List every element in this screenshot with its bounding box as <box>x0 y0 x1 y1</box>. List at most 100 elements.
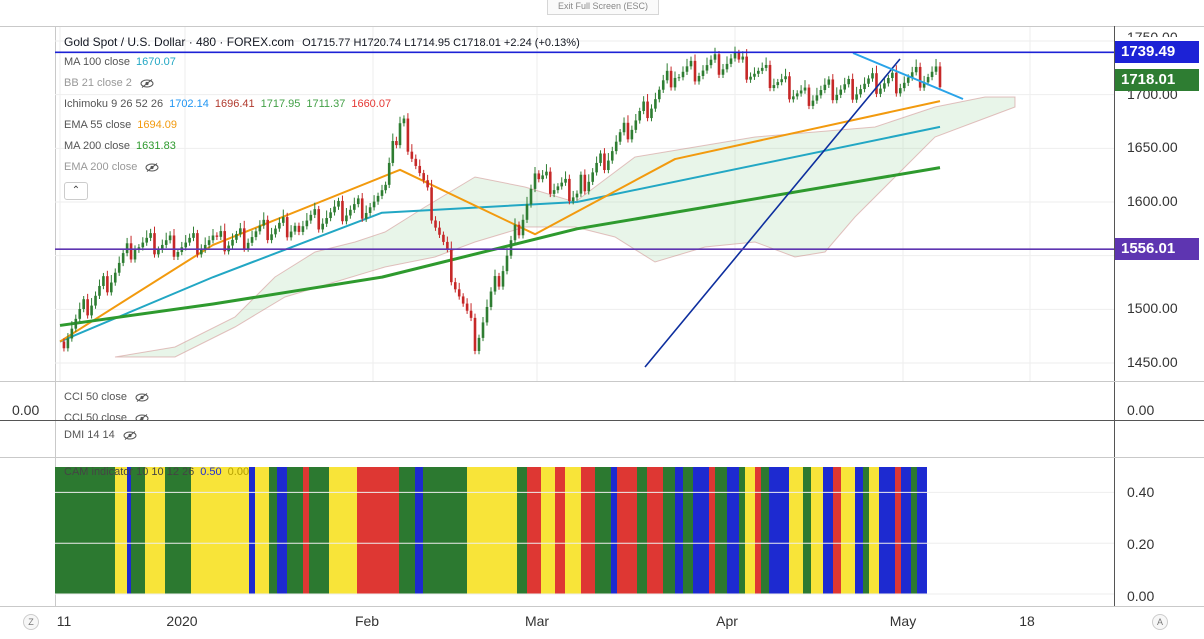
candle-body <box>176 252 180 257</box>
cam-bar-block <box>901 467 911 594</box>
cam-bar-block <box>541 467 555 594</box>
candle-body <box>914 66 918 73</box>
candle-body <box>250 237 254 243</box>
cam-value-1: 0.50 <box>200 466 222 478</box>
cam-bar-block <box>249 467 255 594</box>
candle-body <box>693 60 697 82</box>
cam-indicator-chart[interactable] <box>55 458 1114 606</box>
candle-body <box>481 322 485 338</box>
cci-label-2: CCI 50 close <box>64 412 127 420</box>
candle-body <box>172 235 176 257</box>
candle-body <box>827 79 831 85</box>
cam-label: CAM indicator 10 10 12 26 <box>64 466 195 478</box>
candle-body <box>630 129 634 140</box>
candle-body <box>807 87 811 106</box>
candle-body <box>289 231 293 238</box>
candle-body <box>129 243 133 260</box>
candle-body <box>568 178 571 202</box>
candle-body <box>364 212 368 219</box>
cam-bar-block <box>823 467 833 594</box>
legend-row[interactable]: MA 200 close 1631.83 <box>64 140 176 152</box>
price-tick: 1750.00 <box>1127 29 1178 37</box>
candle-body <box>141 242 145 248</box>
price-tick: 1600.00 <box>1127 193 1178 209</box>
cam-bar-block <box>255 467 269 594</box>
candle-body <box>78 309 82 319</box>
candle-body <box>360 198 364 219</box>
eye-hidden-icon[interactable] <box>123 430 137 440</box>
candle-body <box>776 82 780 86</box>
candle-body <box>317 209 321 230</box>
candle-body <box>422 173 425 181</box>
legend-row[interactable]: BB 21 close 2 <box>64 77 154 89</box>
candle-body <box>329 212 332 219</box>
zoom-reset-button[interactable]: Z <box>23 614 39 630</box>
time-tick: 2020 <box>166 613 198 629</box>
candle-body <box>66 338 70 349</box>
candle-body <box>368 207 372 213</box>
cam-bar-block <box>769 467 789 594</box>
cam-bar-block <box>811 467 823 594</box>
candle-body <box>591 172 594 182</box>
cam-bar-block <box>611 467 617 594</box>
legend-label: EMA 200 close <box>64 161 138 173</box>
auto-scale-button[interactable]: A <box>1152 614 1168 630</box>
collapse-legend-button[interactable]: ⌃ <box>64 182 88 200</box>
candle-body <box>235 234 238 240</box>
candle-body <box>898 88 902 94</box>
cam-tick-040: 0.40 <box>1127 484 1155 500</box>
eye-hidden-icon[interactable] <box>140 78 154 88</box>
candle-body <box>780 79 783 83</box>
candle-body <box>153 233 156 255</box>
candle-body <box>164 240 168 245</box>
candle-body <box>753 73 756 77</box>
candle-body <box>603 153 606 171</box>
candle-body <box>729 58 733 64</box>
cam-bar-block <box>115 467 127 594</box>
legend-row[interactable]: MA 100 close 1670.07 <box>64 56 176 68</box>
price-chart[interactable] <box>55 27 1114 381</box>
candle-body <box>650 108 653 119</box>
candle-body <box>575 193 579 198</box>
legend-row[interactable]: EMA 55 close 1694.09 <box>64 119 177 131</box>
candle-body <box>887 78 890 84</box>
symbol-title: Gold Spot / U.S. Dollar · 480 · FOREX.co… <box>64 35 295 49</box>
candle-body <box>525 204 529 220</box>
candle-body <box>434 220 437 228</box>
candle-body <box>607 160 610 171</box>
candle-body <box>188 237 191 243</box>
candle-body <box>262 219 266 226</box>
legend-row[interactable]: EMA 200 close <box>64 161 159 173</box>
candle-body <box>501 271 505 287</box>
candle-body <box>713 54 717 60</box>
cam-bar-block <box>683 467 693 594</box>
candle-body <box>618 132 622 142</box>
candle-body <box>764 64 768 68</box>
cci-left-value: 0.00 <box>12 402 40 418</box>
cam-bar-block <box>287 467 303 594</box>
candle-body <box>855 94 858 100</box>
candle-body <box>795 93 799 97</box>
cci-label-1: CCI 50 close <box>64 391 127 403</box>
legend-row[interactable]: Ichimoku 9 26 52 26 1702.14 1696.41 1717.95… <box>64 98 391 110</box>
candle-body <box>473 317 477 351</box>
candle-body <box>737 53 741 60</box>
candle-body <box>843 84 847 90</box>
candle-body <box>196 233 199 255</box>
cam-bar-block <box>833 467 841 594</box>
candle-body <box>622 122 626 133</box>
cam-bar-block <box>423 467 467 594</box>
eye-hidden-icon[interactable] <box>135 392 149 402</box>
candle-body <box>82 299 85 310</box>
eye-hidden-icon[interactable] <box>135 413 149 420</box>
cam-bar-block <box>675 467 683 594</box>
exit-fullscreen-button[interactable]: Exit Full Screen (ESC) <box>547 0 659 15</box>
cam-bar-block <box>527 467 541 594</box>
candle-body <box>883 83 886 89</box>
candle-body <box>529 188 533 205</box>
candle-body <box>497 276 501 287</box>
cam-tick-020: 0.20 <box>1127 536 1155 552</box>
candle-body <box>341 200 344 222</box>
eye-hidden-icon[interactable] <box>145 162 159 172</box>
candle-body <box>345 215 348 222</box>
